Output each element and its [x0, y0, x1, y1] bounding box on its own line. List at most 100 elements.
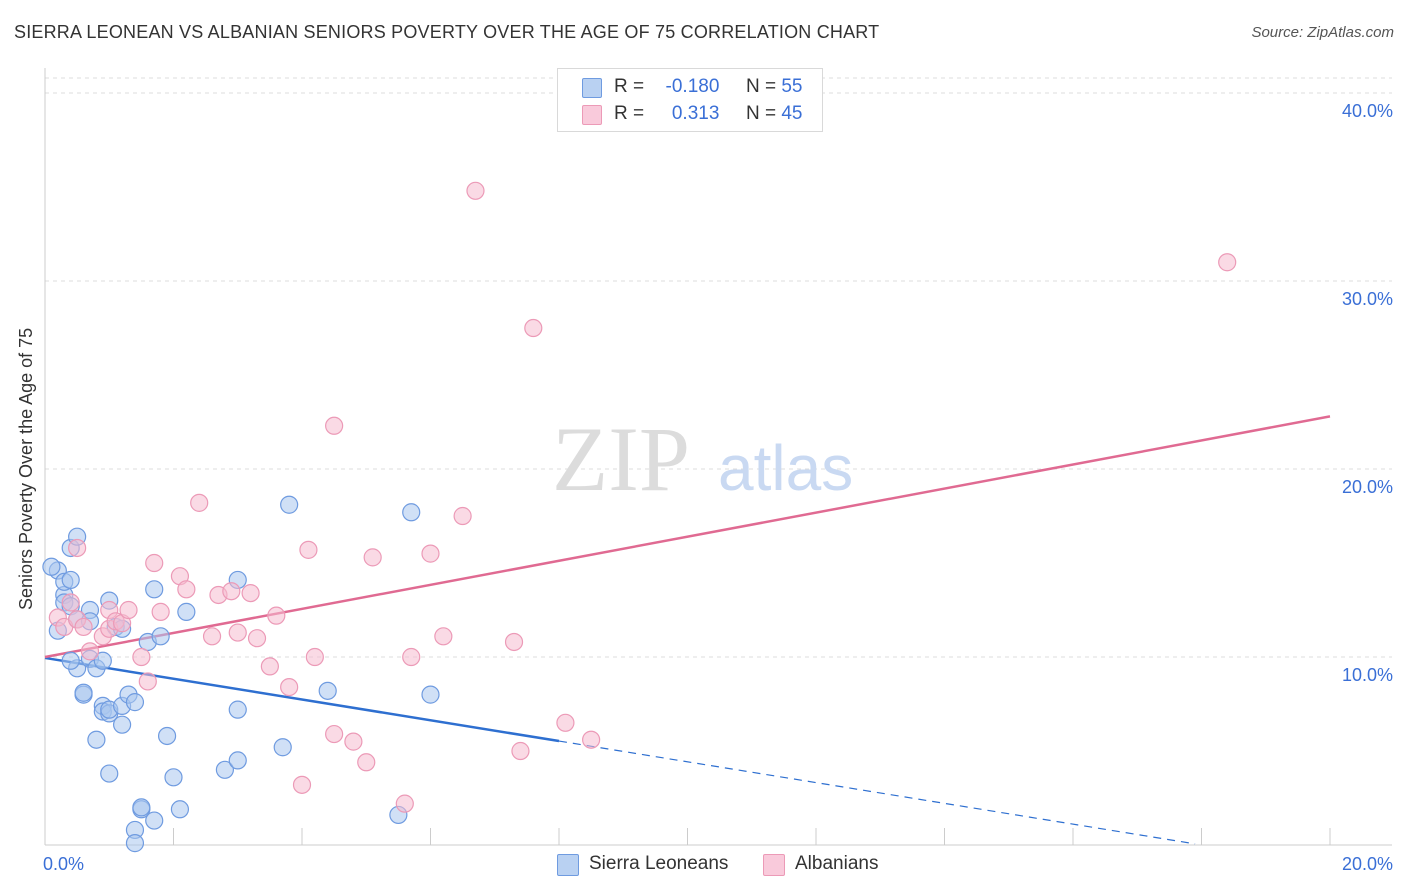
legend-r-label: R =	[614, 76, 645, 97]
sierra-leonean-point	[318, 681, 337, 700]
albanian-point	[119, 600, 138, 620]
sierra-leonean-point	[280, 495, 299, 514]
albanian-point	[556, 713, 575, 732]
albanian-trend-line	[44, 415, 1331, 659]
albanian-point	[466, 181, 485, 200]
albanian-point	[363, 548, 382, 567]
sierra-leonean-point	[100, 764, 119, 783]
legend-r-label: R =	[614, 103, 645, 124]
albanian-point	[177, 580, 196, 599]
sierra-leonean-point	[421, 685, 440, 704]
pink-swatch	[763, 854, 785, 876]
sierra-leonean-point	[177, 602, 196, 621]
legend-r-value: 0.313	[671, 103, 720, 124]
albanian-point	[68, 538, 87, 558]
albanian-point	[280, 677, 299, 697]
albanian-point	[299, 540, 318, 559]
albanian-point	[325, 724, 344, 744]
albanian-point	[357, 753, 376, 772]
albanian-point	[61, 593, 80, 612]
albanian-point	[434, 627, 453, 646]
sierra-leonean-point	[61, 570, 80, 590]
sierra-leonean-point	[112, 715, 132, 734]
sierra-leonean-point	[74, 683, 93, 702]
sierra-leonean-point	[402, 503, 421, 522]
albanian-point	[132, 647, 151, 667]
sierra-leonean-trend-line	[44, 656, 560, 743]
blue-swatch	[582, 78, 602, 98]
sierra-leonean-point	[215, 760, 234, 779]
x-tick-label-min: 0.0%	[43, 854, 84, 874]
sierra-leonean-point	[151, 627, 170, 646]
sierra-leonean-point	[145, 580, 164, 599]
sierra-leonean-point	[132, 798, 151, 817]
legend-n-label: N =	[745, 103, 777, 124]
watermark-atlas: atlas	[718, 432, 853, 504]
albanian-point	[1218, 253, 1237, 272]
sierra-leonean-point	[170, 800, 190, 819]
albanian-point	[421, 544, 440, 563]
albanian-point	[228, 623, 247, 642]
grid-lines	[45, 77, 1392, 658]
albanian-point	[267, 606, 286, 625]
albanian-point	[260, 657, 279, 676]
axes	[44, 68, 1392, 846]
correlation-legend: R = -0.180 N = 55 R = 0.313 N = 45	[557, 68, 823, 132]
albanian-point	[151, 602, 170, 621]
blue-swatch	[557, 854, 579, 876]
albanian-point	[325, 416, 344, 435]
bottom-legend-label: Albanians	[795, 853, 879, 874]
sierra-leonean-trend-extension	[558, 740, 1196, 845]
y-tick-label: 10.0%	[1342, 665, 1393, 685]
albanian-point	[344, 732, 363, 751]
sierra-leonean-point	[228, 751, 247, 770]
albanian-point	[190, 493, 209, 512]
sierra-leonean-point	[42, 557, 61, 576]
sierra-leonean-point	[125, 834, 145, 853]
albanian-point	[138, 672, 157, 691]
albanian-point	[402, 647, 421, 667]
legend-n-value: 45	[781, 103, 803, 124]
y-tick-label: 40.0%	[1342, 101, 1393, 121]
sierra-leonean-point	[157, 726, 177, 746]
sierra-leonean-point	[228, 700, 247, 719]
albanian-point	[202, 627, 222, 646]
albanian-point	[292, 775, 312, 794]
watermark-zip: ZIP	[552, 408, 690, 510]
chart-title: SIERRA LEONEAN VS ALBANIAN SENIORS POVER…	[14, 22, 880, 42]
albanian-point	[247, 629, 267, 648]
x-tick-label-max: 20.0%	[1342, 854, 1393, 874]
albanian-point	[222, 582, 241, 601]
sierra-leonean-point	[61, 651, 80, 670]
sierra-leonean-point	[87, 730, 106, 749]
albanian-point	[453, 506, 472, 526]
legend-r-value: -0.180	[665, 76, 720, 97]
tick-labels: 10.0% 20.0% 30.0% 40.0% 0.0% 20.0%	[43, 101, 1393, 874]
albanian-point	[74, 617, 93, 637]
albanian-point	[524, 318, 543, 338]
albanian-point	[80, 642, 100, 661]
sierra-leonean-point	[164, 768, 183, 787]
albanian-point	[145, 553, 164, 573]
pink-swatch	[582, 105, 602, 125]
legend-n-label: N =	[745, 76, 777, 97]
y-tick-label: 20.0%	[1342, 477, 1393, 497]
sierra-leonean-point	[273, 738, 292, 757]
legend-n-value: 55	[781, 76, 803, 97]
albanian-point	[504, 632, 524, 652]
y-axis-label: Seniors Poverty Over the Age of 75	[16, 327, 36, 610]
sierra-leonean-point	[93, 651, 112, 670]
albanian-point	[241, 583, 260, 603]
bottom-legend-label: Sierra Leoneans	[589, 853, 729, 874]
trend-lines	[44, 415, 1331, 845]
sierra-leonean-point	[125, 693, 145, 712]
watermark: ZIP atlas	[552, 408, 853, 510]
sierra-leonean-point	[145, 811, 164, 830]
data-points	[42, 181, 1237, 853]
albanian-point	[305, 647, 324, 667]
y-tick-label: 30.0%	[1342, 289, 1393, 309]
albanian-point	[511, 741, 530, 761]
albanian-point	[582, 730, 601, 749]
chart-source: Source: ZipAtlas.com	[1251, 24, 1394, 41]
